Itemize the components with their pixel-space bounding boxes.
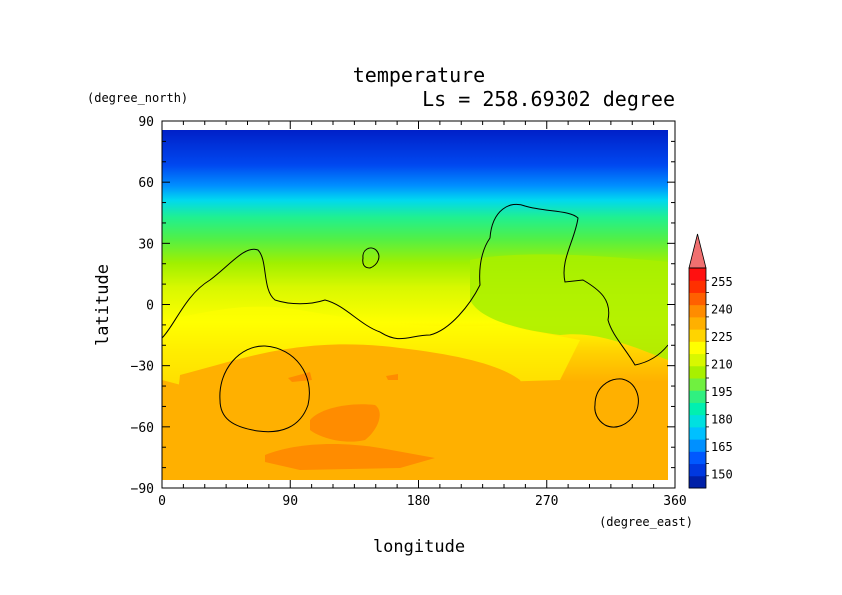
x-axis-label: longitude: [373, 537, 465, 557]
x-units-label: (degree_east): [599, 515, 693, 529]
x-tick-label: 0: [158, 494, 166, 509]
colorbar-segment: [689, 475, 706, 489]
y-tick-label: −90: [131, 482, 154, 497]
colorbar-label: 165: [711, 440, 733, 454]
field-dark-orange-south: [265, 444, 435, 470]
colorbar-segment: [689, 292, 706, 306]
contour-main: [162, 203, 668, 366]
colorbar-segment: [689, 414, 706, 428]
colorbar-segment: [689, 439, 706, 452]
y-axis-ticks: 90 60 30 0 −30 −60 −90: [131, 115, 675, 497]
y-tick-label: 0: [146, 299, 154, 314]
x-tick-label: 180: [407, 494, 430, 509]
colorbar-label: 255: [711, 275, 733, 289]
x-axis-ticks: 0 90 180 270 360: [158, 121, 687, 509]
colorbar-segment: [689, 280, 706, 293]
colorbar-segment: [689, 390, 706, 403]
colorbar-segment: [689, 402, 706, 416]
colorbar-segment: [689, 316, 706, 330]
colorbar-label: 150: [711, 467, 733, 481]
temperature-field: [162, 130, 668, 480]
colorbar-segment: [689, 365, 706, 379]
x-tick-label: 90: [282, 494, 298, 509]
y-tick-label: 60: [138, 176, 154, 191]
chart-title: temperature: [353, 63, 485, 87]
y-tick-label: −30: [131, 360, 154, 375]
contour-loop-west: [219, 345, 310, 433]
field-dark-orange-spot-b: [386, 374, 398, 380]
contour-lines: [162, 203, 668, 433]
y-tick-label: 90: [138, 115, 154, 130]
colorbar-segment: [689, 378, 706, 391]
colorbar-segment: [689, 463, 706, 477]
field-dark-orange-mid: [310, 404, 380, 442]
colorbar-extend-triangle: [688, 233, 707, 269]
colorbar-segment: [689, 329, 706, 342]
colorbar-label: 210: [711, 357, 733, 371]
colorbar-segment: [689, 426, 706, 440]
colorbar-label: 180: [711, 412, 733, 426]
x-tick-label: 270: [535, 494, 558, 509]
y-tick-label: 30: [138, 237, 154, 252]
contour-loop-east: [594, 378, 639, 428]
colorbar-label: 240: [711, 302, 733, 316]
contour-small-north: [362, 247, 380, 269]
colorbar: 255 240 225 210 195 180 165 150: [688, 233, 733, 489]
colorbar-label: 225: [711, 330, 733, 344]
field-green-patch: [470, 254, 668, 360]
y-units-label: (degree_north): [87, 91, 188, 105]
y-axis-label: latitude: [93, 264, 113, 346]
y-tick-label: −60: [131, 421, 154, 436]
colorbar-segment: [689, 353, 706, 367]
colorbar-label: 195: [711, 385, 733, 399]
colorbar-segment: [689, 341, 706, 355]
colorbar-segment: [689, 268, 706, 281]
x-tick-label: 360: [663, 494, 686, 509]
chart-subtitle: Ls = 258.69302 degree: [422, 87, 675, 111]
colorbar-segment: [689, 451, 706, 465]
colorbar-segment: [689, 304, 706, 318]
